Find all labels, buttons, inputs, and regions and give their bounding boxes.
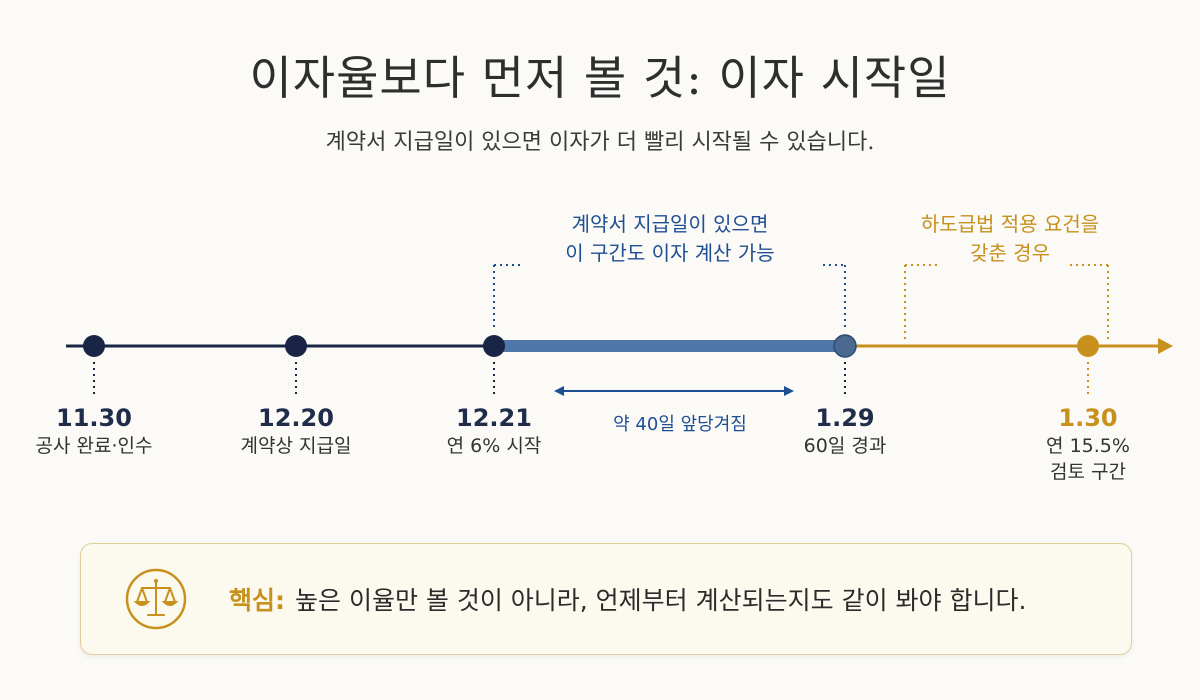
gap-arrow [554,386,794,396]
key-message: 높은 이율만 볼 것이 아니라, 언제부터 계산되는지도 같이 봐야 합니다. [295,586,1027,615]
milestone-label-2: 12.20 계약상 지급일 [216,402,376,460]
milestone-date: 1.30 [1058,404,1118,432]
milestone-dot-3 [483,335,505,357]
milestone-dot-2 [285,335,307,357]
callout-contract: 계약서 지급일이 있으면 이 구간도 이자 계산 가능 [520,210,820,268]
page-title: 이자율보다 먼저 볼 것: 이자 시작일 [249,51,951,105]
milestone-dot-5 [1077,335,1099,357]
scales-icon [125,568,187,630]
gap-label: 약 40일 앞당겨짐 [613,414,747,435]
callout-contract-line2: 이 구간도 이자 계산 가능 [565,241,775,265]
callout-subcontract-line1: 하도급법 적용 요건을 [920,212,1100,236]
callout-subcontract-line2: 갖춘 경우 [970,241,1050,265]
milestone-label-4: 1.29 60일 경과 [765,402,925,460]
milestone-label-5: 1.30 연 15.5% 검토 구간 [1008,402,1168,486]
milestone-desc-line1: 연 15.5% [1046,435,1130,458]
milestone-desc: 연 6% 시작 [446,435,542,458]
key-label: 핵심: [229,586,285,615]
callout-subcontract: 하도급법 적용 요건을 갖춘 경우 [905,210,1115,268]
milestone-dot-1 [83,335,105,357]
milestone-desc: 공사 완료·인수 [35,435,153,458]
milestone-desc: 60일 경과 [803,435,887,458]
milestone-desc: 계약상 지급일 [240,435,352,458]
milestone-label-1: 11.30 공사 완료·인수 [14,402,174,460]
milestone-label-3: 12.21 연 6% 시작 [414,402,574,460]
key-takeaway-text: 핵심: 높은 이율만 볼 것이 아니라, 언제부터 계산되는지도 같이 봐야 합니… [229,581,1026,617]
milestone-date: 12.21 [456,404,532,432]
milestone-date: 1.29 [815,404,875,432]
milestone-dot-4 [833,334,857,358]
milestone-desc-line2: 검토 구간 [1050,461,1126,484]
timeline-arrowhead [1158,338,1173,354]
bracket-subcontract [904,264,1109,340]
milestone-date: 12.20 [258,404,334,432]
milestone-date: 11.30 [56,404,132,432]
timeline-bar-contract-interest [494,340,844,352]
bracket-contract [493,264,846,330]
key-takeaway-box: 핵심: 높은 이율만 볼 것이 아니라, 언제부터 계산되는지도 같이 봐야 합니… [80,543,1132,655]
callout-contract-line1: 계약서 지급일이 있으면 [571,212,769,236]
page-subtitle: 계약서 지급일이 있으면 이자가 더 빨리 시작될 수 있습니다. [325,130,875,155]
